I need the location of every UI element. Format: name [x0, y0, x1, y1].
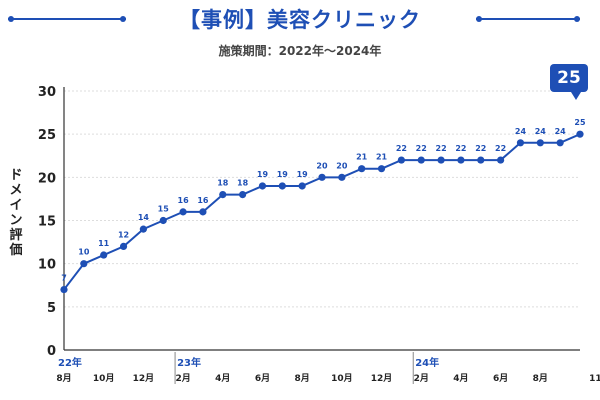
- data-point: [377, 165, 386, 173]
- data-label: 20: [336, 161, 348, 170]
- data-point: [199, 208, 207, 216]
- chart-title: 【事例】美容クリニック: [179, 8, 421, 32]
- callout-pointer: [571, 92, 581, 100]
- data-point: [516, 139, 525, 147]
- y-tick-label: 30: [38, 85, 56, 100]
- y-tick-label: 0: [47, 344, 56, 359]
- data-label: 19: [257, 170, 269, 179]
- data-point: [338, 173, 346, 181]
- decoration-dot: [574, 16, 580, 22]
- data-point: [60, 285, 68, 294]
- data-point: [318, 173, 326, 181]
- data-point: [80, 260, 88, 268]
- data-label: 14: [138, 213, 150, 222]
- data-point: [298, 182, 306, 190]
- data-point: [139, 225, 147, 233]
- x-tick-label: 12月: [371, 373, 393, 384]
- data-label: 22: [416, 144, 427, 153]
- data-label: 16: [178, 196, 190, 205]
- data-point: [100, 251, 108, 259]
- data-point: [536, 139, 544, 147]
- x-tick-label: 12月: [133, 373, 155, 384]
- title-decoration-right: [476, 16, 580, 22]
- data-point: [477, 156, 485, 164]
- x-tick-label: 2月: [414, 373, 429, 384]
- data-label: 25: [574, 118, 586, 127]
- year-label: 22年: [58, 356, 82, 369]
- data-label: 21: [376, 153, 388, 162]
- data-point: [576, 130, 584, 138]
- year-label: 24年: [415, 356, 439, 369]
- x-tick-label: 11月: [589, 373, 600, 384]
- data-label: 18: [237, 179, 249, 188]
- x-tick-label: 8月: [533, 373, 548, 384]
- data-point: [278, 182, 286, 190]
- chart-subtitle: 施策期間：2022年～2024年: [218, 44, 382, 58]
- x-tick-label: 4月: [215, 373, 230, 384]
- data-label: 19: [297, 170, 309, 179]
- data-point: [159, 216, 167, 225]
- data-point: [497, 156, 505, 164]
- y-tick-label: 10: [38, 258, 56, 273]
- x-tick-label: 2月: [175, 373, 190, 384]
- x-tick-label: 6月: [493, 373, 508, 384]
- data-label: 10: [78, 248, 90, 257]
- data-label: 15: [158, 205, 170, 214]
- decoration-dot: [120, 16, 126, 22]
- data-label: 11: [98, 239, 110, 248]
- data-point: [258, 182, 267, 190]
- data-point: [457, 156, 465, 164]
- data-point: [417, 156, 425, 164]
- data-label: 22: [495, 144, 506, 153]
- data-label: 22: [455, 144, 466, 153]
- x-tick-label: 4月: [453, 373, 468, 384]
- decoration-dot: [476, 16, 482, 22]
- y-tick-label: 20: [38, 171, 56, 186]
- data-label: 21: [356, 153, 368, 162]
- data-label: 16: [197, 196, 209, 205]
- data-label: 22: [396, 144, 407, 153]
- y-tick-label: 25: [38, 128, 56, 143]
- data-label: 24: [555, 127, 567, 136]
- y-axis-label: ドメイン評価: [9, 168, 23, 258]
- data-point: [556, 139, 564, 147]
- x-tick-label: 8月: [56, 373, 71, 384]
- x-tick-label: 8月: [295, 373, 310, 384]
- data-point: [397, 156, 405, 164]
- data-label: 20: [316, 161, 328, 170]
- decoration-dot: [8, 16, 14, 22]
- data-label: 24: [515, 127, 527, 136]
- data-point: [358, 165, 366, 173]
- data-label: 12: [118, 230, 129, 239]
- y-tick-label: 15: [38, 215, 56, 230]
- data-label: 7: [61, 274, 67, 283]
- data-label: 22: [475, 144, 486, 153]
- y-tick-label: 5: [47, 301, 56, 316]
- title-decoration-left: [8, 16, 126, 22]
- data-label: 18: [217, 179, 229, 188]
- x-tick-label: 10月: [331, 373, 353, 384]
- year-label: 23年: [177, 356, 201, 369]
- data-label: 19: [277, 170, 289, 179]
- x-tick-label: 6月: [255, 373, 270, 384]
- latest-value-callout: 25: [550, 64, 588, 92]
- data-point: [179, 208, 187, 216]
- x-tick-label: 10月: [93, 373, 115, 384]
- data-label: 22: [436, 144, 447, 153]
- data-label: 24: [535, 127, 547, 136]
- data-point: [239, 191, 247, 199]
- data-point: [119, 242, 128, 250]
- data-point: [437, 156, 445, 164]
- data-point: [219, 191, 227, 199]
